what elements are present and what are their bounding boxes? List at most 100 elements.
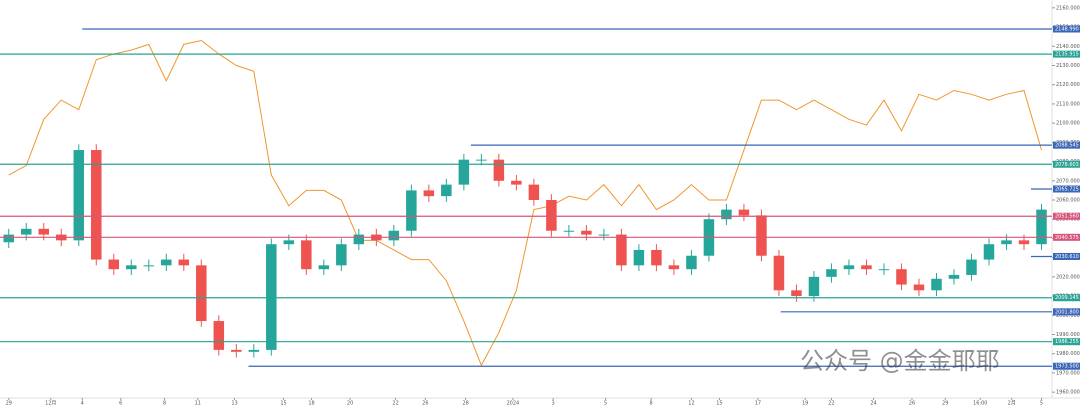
x-tick-label: 19 <box>802 401 808 407</box>
candle-body <box>441 184 452 197</box>
x-tick-label: 8 <box>650 401 653 407</box>
level-label: 2148.990 <box>1055 26 1079 32</box>
y-tick-label: 2100.000 <box>1056 121 1080 127</box>
level-label: 2051.560 <box>1055 214 1079 220</box>
level-label-box <box>1053 212 1080 220</box>
level-label: 2078.603 <box>1055 162 1079 168</box>
candle-body <box>406 190 417 231</box>
candle-body <box>476 159 487 161</box>
candle-body <box>126 265 137 270</box>
level-label: 2009.145 <box>1055 295 1079 301</box>
candle-body <box>91 150 102 260</box>
level-label: 2065.725 <box>1055 186 1079 192</box>
candle-body <box>668 265 680 270</box>
candle-body <box>388 230 400 241</box>
level-label-box <box>1053 308 1080 316</box>
level-label-box <box>1053 233 1080 241</box>
x-tick-label: 24 <box>870 401 876 407</box>
y-tick-label: 2060.000 <box>1056 198 1080 204</box>
x-tick-label: 26 <box>422 401 428 407</box>
x-tick-label: 5 <box>1040 401 1043 407</box>
candle-body <box>808 276 820 297</box>
candle-body <box>3 234 15 243</box>
candle-body <box>546 200 557 231</box>
level-label-box <box>1053 25 1080 33</box>
candle-body <box>248 349 260 352</box>
y-tick-label: 1970.000 <box>1056 370 1080 376</box>
candle-body <box>948 274 960 279</box>
candle-body <box>721 209 732 220</box>
level-label: 2030.610 <box>1055 254 1079 260</box>
level-label-box <box>1053 160 1080 168</box>
y-tick-label: 1990.000 <box>1056 332 1080 338</box>
candle-body <box>633 249 645 266</box>
candle-body <box>196 265 207 322</box>
x-tick-label: 2月 <box>1008 401 1016 407</box>
candle-body <box>651 249 662 266</box>
x-tick-label: 17 <box>755 401 761 407</box>
x-tick-label: 22 <box>828 401 834 407</box>
x-tick-label: 26 <box>909 401 915 407</box>
candle-body <box>581 230 592 235</box>
x-tick-label: 6 <box>119 401 122 407</box>
level-label-box <box>1053 141 1080 149</box>
overlay-line <box>8 39 1042 367</box>
y-tick-label: 1980.000 <box>1056 351 1080 357</box>
x-tick-label: 28 <box>462 401 468 407</box>
level-label: 2040.575 <box>1055 235 1079 241</box>
candle-body <box>773 255 785 291</box>
level-label-box <box>1053 50 1080 58</box>
candle-body <box>1001 240 1012 245</box>
x-tick-label: 8 <box>163 401 166 407</box>
candle-body <box>511 180 522 185</box>
candle-body <box>616 234 627 266</box>
candle-body <box>108 259 120 270</box>
level-label: 1973.500 <box>1055 364 1079 370</box>
candle-body <box>1018 240 1030 245</box>
x-tick-label: 13 <box>231 401 237 407</box>
y-tick-label: 1960.000 <box>1056 390 1080 396</box>
candle-body <box>686 255 697 270</box>
candle-body <box>826 269 837 277</box>
x-tick-label: 4 <box>81 401 84 407</box>
x-tick-label: 12月 <box>45 401 56 407</box>
candle-body <box>458 159 470 185</box>
y-tick-label: 2140.000 <box>1056 44 1080 50</box>
candle-body <box>598 234 610 236</box>
candle-body <box>563 230 575 232</box>
candle-body <box>336 244 347 266</box>
candle-body <box>738 209 750 216</box>
y-tick-label: 2120.000 <box>1056 82 1080 88</box>
level-label: 2001.800 <box>1055 309 1079 315</box>
candle-body <box>861 265 872 270</box>
y-tick-label: 2160.000 <box>1056 5 1080 11</box>
x-tick-label: 5 <box>604 401 607 407</box>
candle-body <box>266 244 277 350</box>
candle-body <box>896 269 907 285</box>
candle-body <box>231 349 242 352</box>
x-tick-label: 18 <box>308 401 314 407</box>
candle-body <box>528 184 540 200</box>
y-tick-label: 2000.000 <box>1056 313 1080 319</box>
y-tick-label: 2110.000 <box>1056 101 1080 107</box>
level-label-box <box>1053 362 1080 370</box>
y-tick-label: 2130.000 <box>1056 63 1080 69</box>
level-label-box <box>1053 338 1080 346</box>
candle-body <box>966 259 977 275</box>
candle-body <box>178 259 190 266</box>
x-tick-label: 2024 <box>507 401 520 407</box>
watermark: 公众号 @金金耶耶 <box>800 347 1000 375</box>
candle-body <box>143 265 155 267</box>
candle-body <box>353 234 365 245</box>
candle-body <box>878 269 890 271</box>
level-label-box <box>1053 185 1080 193</box>
candle-body <box>213 321 225 350</box>
level-label-box <box>1053 252 1080 260</box>
x-tick-label: 29 <box>942 401 948 407</box>
candle-body <box>73 150 85 241</box>
y-tick-label: 2020.000 <box>1056 274 1080 280</box>
level-label-box <box>1053 294 1080 302</box>
candle-body <box>931 278 942 291</box>
